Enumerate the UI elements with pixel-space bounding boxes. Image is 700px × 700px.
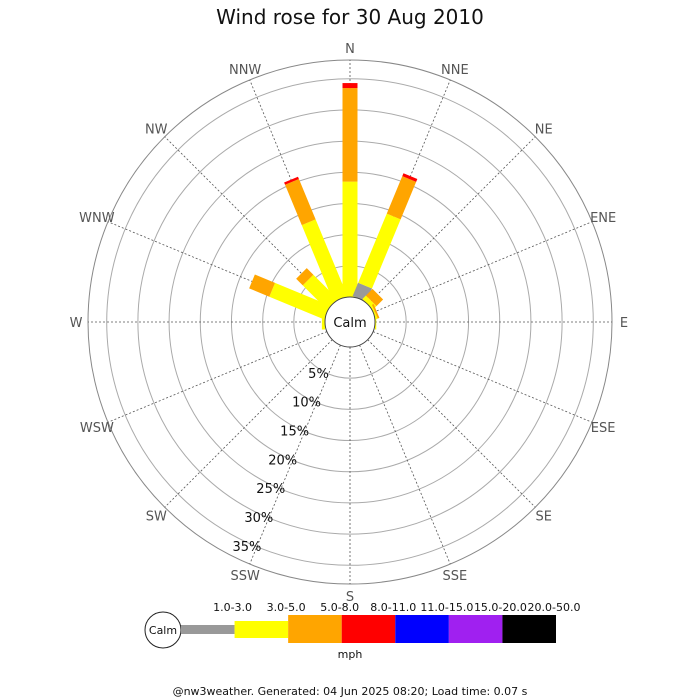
direction-label-wnw: WNW [79,211,115,226]
bar-segment-e-3.0-5.0 [375,314,377,330]
direction-label-nne: NNE [441,63,469,78]
legend-swatch-11.0-15.0 [395,615,449,643]
legend-swatch-15.0-20.0 [448,615,503,643]
bar-segment-ene-5.0-8.0 [371,304,380,319]
bar-segment-n-8.0-11.0 [342,83,358,89]
bar-segment-n-3.0-5.0 [342,181,358,297]
ring-label: 35% [232,540,261,555]
direction-label-wsw: WSW [80,421,114,436]
ring-label: 20% [268,453,297,468]
footer-text: @nw3weather. Generated: 04 Jun 2025 08:2… [173,685,528,698]
legend-unit: mph [338,648,363,661]
direction-label-s: S [346,590,354,605]
legend-label-3.0-5.0: 3.0-5.0 [267,601,306,614]
spoke-ne [367,136,536,305]
bar-segment-ne-5.0-8.0 [365,288,384,307]
spoke-nne [359,79,451,300]
bar-segment-n-5.0-8.0 [342,88,358,182]
bar-segment-nnw-8.0-11.0 [284,176,299,185]
direction-label-ese: ESE [591,421,616,436]
bar-segment-nnw-3.0-5.0 [301,219,348,302]
legend-label-15.0-20.0: 15.0-20.0 [474,601,527,614]
legend-swatch-1.0-3.0 [181,625,235,634]
direction-label-ssw: SSW [230,569,260,584]
calm-circle: Calm [324,296,376,348]
direction-label-n: N [345,42,355,57]
direction-label-e: E [620,316,628,331]
direction-labels: N NNE NE ENE E ESE SE SSE S SSW SW WSW W WNW NW NNW [70,42,629,605]
spoke-ese [372,331,593,423]
ring-label: 10% [292,396,321,411]
bar-segment-nnw-5.0-8.0 [285,179,316,226]
spoke-sw [164,339,333,508]
spoke-sse [359,344,451,565]
calm-label: Calm [333,316,366,331]
spoke-nnw [249,79,341,300]
speed-legend: Calm mph 1.0-3.0 3.0-5.0 5.0-8.0 8.0-11.0 11… [144,601,581,661]
bar-segment-nw-3.0-5.0 [302,274,338,310]
legend-label-11.0-15.0: 11.0-15.0 [420,601,473,614]
spoke-wnw [107,221,328,313]
bar-segment-wnw-3.0-5.0 [269,282,330,320]
legend-swatch-5.0-8.0 [288,615,342,643]
direction-label-sw: SW [146,510,167,525]
legend-label-5.0-8.0: 5.0-8.0 [320,601,359,614]
spoke-ssw [249,344,341,565]
ring-label: 5% [308,367,329,382]
spoke-wsw [107,331,328,423]
bar-segment-nw-5.0-8.0 [296,268,314,286]
direction-label-ene: ENE [590,211,616,226]
ring-labels: 5% 10% 15% 20% 25% 30% 35% [232,367,328,555]
spoke-nw [164,136,333,305]
rose-spokes [88,60,612,584]
legend-label-8.0-11.0: 8.0-11.0 [370,601,416,614]
bar-segment-wnw-5.0-8.0 [249,274,276,297]
bar-segment-nne-3.0-5.0 [358,213,401,289]
ring-label: 25% [256,482,285,497]
direction-label-w: W [70,316,83,331]
rose-bars [249,83,418,330]
bar-segment-nne-5.0-8.0 [386,176,417,220]
legend-label-20.0-50.0: 20.0-50.0 [528,601,581,614]
spoke-ene [372,221,593,313]
spoke-se [367,339,536,508]
direction-label-nnw: NNW [229,63,261,78]
direction-label-ne: NE [535,122,553,137]
bar-segment-nne-8.0-11.0 [402,173,418,182]
legend-swatch-3.0-5.0 [234,621,289,638]
direction-label-se: SE [536,510,552,525]
legend-label-1.0-3.0: 1.0-3.0 [213,601,252,614]
chart-title: Wind rose for 30 Aug 2010 [216,5,484,29]
ring-label: 30% [244,511,273,526]
ring-label: 15% [280,425,309,440]
legend-calm-label: Calm [149,624,177,637]
direction-label-sse: SSE [442,569,467,584]
legend-swatch-20.0-50.0 [502,615,556,643]
grid-ring [106,78,594,566]
legend-swatch-8.0-11.0 [341,615,396,643]
direction-label-nw: NW [145,122,168,137]
